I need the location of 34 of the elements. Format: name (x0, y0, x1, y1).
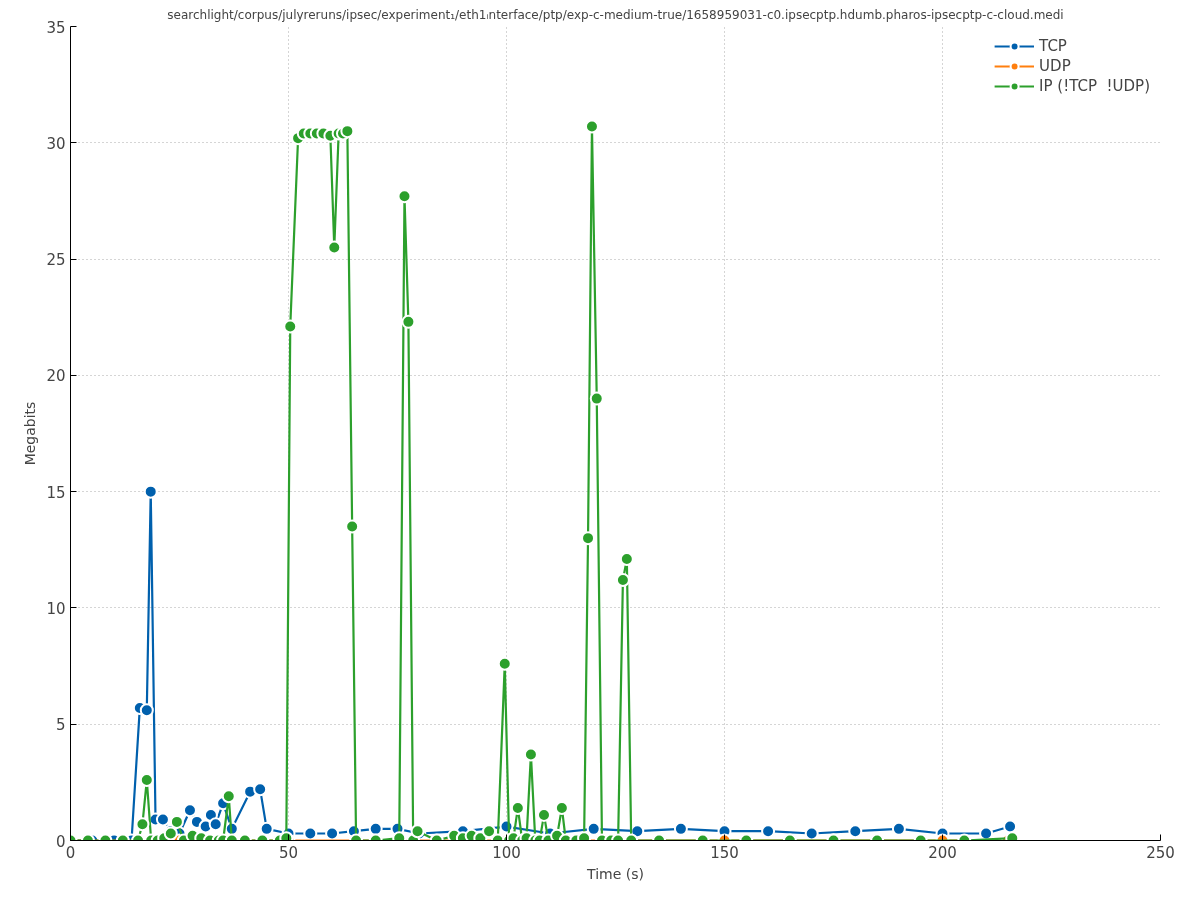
y-tick-label: 15 (46, 483, 66, 502)
point (259, 821, 274, 836)
point (303, 826, 318, 841)
x-tick-label: 200 (928, 843, 957, 862)
chart-title: searchlight/corpus/julyreruns/ipsec/experiment₁/eth1ᵢnterface/ptp/exp-c-medium-true/1658959031-c0.ipsecptp.hdumb.pharos-ipsecptp-c-cloud.medi (167, 7, 1064, 22)
point (325, 826, 340, 841)
point (804, 826, 819, 841)
x-tick-label: 250 (1146, 843, 1175, 862)
y-tick-label: 25 (46, 251, 66, 270)
point (586, 821, 601, 836)
legend-label: TCP (1039, 37, 1067, 55)
y-tick-label: 30 (46, 134, 66, 153)
y-tick-label: 20 (46, 367, 66, 386)
legend-label: UDP (1039, 57, 1071, 75)
point (761, 824, 776, 839)
y-tick-label: 5 (55, 716, 66, 735)
legend-label: IP (!TCP !UDP) (1039, 77, 1150, 95)
x-axis-title: Time (s) (586, 865, 644, 882)
x-tick-label: 50 (278, 843, 299, 862)
x-tick-label: 100 (492, 843, 521, 862)
point (673, 821, 688, 836)
y-tick-label: 10 (46, 599, 66, 618)
x-tick-label: 150 (710, 843, 739, 862)
point (979, 826, 994, 841)
point (155, 812, 170, 827)
point (848, 824, 863, 839)
point (368, 821, 383, 836)
y-axis-title: Megabits (22, 401, 39, 466)
point (208, 817, 223, 832)
point (143, 484, 158, 499)
point (891, 821, 906, 836)
y-tick-label: 35 (46, 18, 66, 37)
point (139, 703, 154, 718)
point (253, 782, 268, 797)
